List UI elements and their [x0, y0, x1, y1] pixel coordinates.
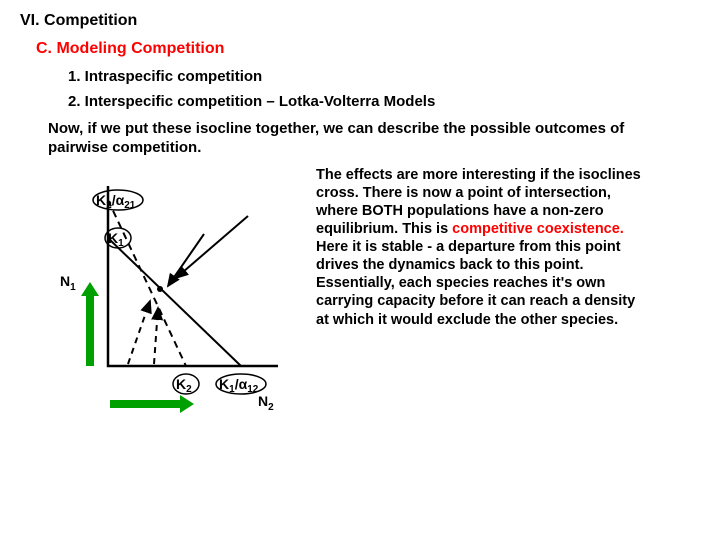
title-main: VI. Competition [20, 12, 700, 30]
svg-text:N1: N1 [60, 273, 76, 293]
svg-text:N2: N2 [258, 393, 274, 413]
item-1: 1. Intraspecific competition [68, 68, 700, 85]
intro-text: Now, if we put these isocline together, … [48, 120, 648, 158]
content-row: K2/α21K1K2K1/α12N1N2 The effects are mor… [48, 166, 700, 416]
heading-c: C. Modeling Competition [36, 40, 700, 58]
item-2: 2. Interspecific competition – Lotka-Vol… [68, 93, 700, 110]
para-emphasis: competitive coexistence. [452, 221, 624, 237]
explanation-paragraph: The effects are more interesting if the … [316, 166, 646, 329]
para-after: Here it is stable - a departure from thi… [316, 239, 635, 328]
isocline-chart: K2/α21K1K2K1/α12N1N2 [48, 166, 298, 416]
